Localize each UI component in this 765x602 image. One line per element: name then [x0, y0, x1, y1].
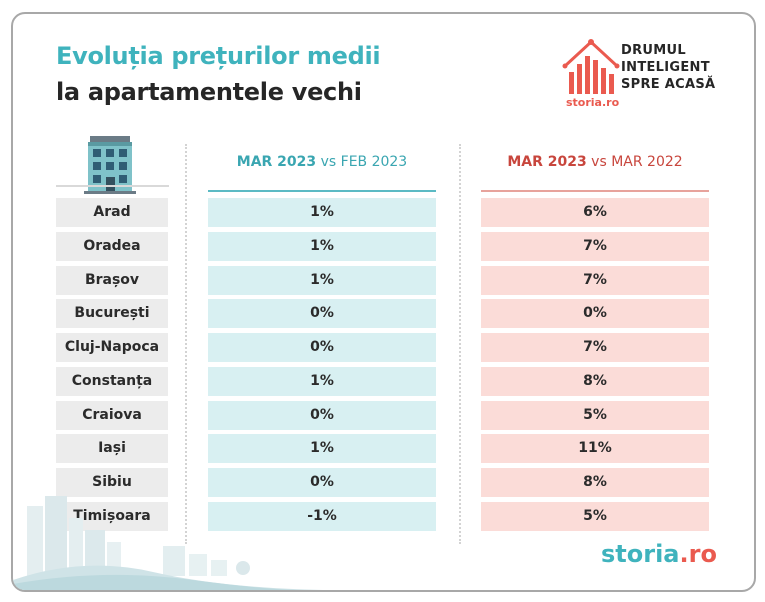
infographic-card: Evoluția prețurilor medii la apartamente…	[11, 12, 756, 592]
monthly-change-cell: -1%	[208, 502, 436, 531]
page-subtitle: la apartamentele vechi	[56, 78, 362, 106]
city-cell: Cluj-Napoca	[56, 333, 168, 362]
table-row: Craiova 0% 5%	[13, 401, 754, 430]
yearly-change-cell: 5%	[481, 502, 709, 531]
column-header-yearly-compare: vs MAR 2022	[586, 154, 683, 170]
monthly-change-cell: 0%	[208, 299, 436, 328]
column-divider	[185, 144, 187, 544]
table-row: Arad 1% 6%	[13, 198, 754, 227]
column-header-yearly: MAR 2023 vs MAR 2022	[481, 154, 709, 192]
column-header-yearly-period: MAR 2023	[507, 154, 587, 170]
yearly-change-cell: 0%	[481, 299, 709, 328]
table-row: București 0% 0%	[13, 299, 754, 328]
footer-logo-suffix: .ro	[679, 540, 717, 568]
city-cell: Iași	[56, 434, 168, 463]
yearly-change-cell: 7%	[481, 232, 709, 261]
column-header-monthly: MAR 2023 vs FEB 2023	[208, 154, 436, 192]
column-header-monthly-period: MAR 2023	[236, 154, 317, 170]
table-row: Constanța 1% 8%	[13, 367, 754, 396]
city-column-underline	[56, 185, 169, 187]
city-cell: Constanța	[56, 367, 168, 396]
table-row: Brașov 1% 7%	[13, 266, 754, 295]
tagline-line-1: DRUMUL	[621, 43, 686, 58]
brand-tagline: DRUMUL INTELIGENT SPRE ACASĂ	[621, 42, 715, 93]
monthly-change-cell: 0%	[208, 468, 436, 497]
yearly-change-cell: 5%	[481, 401, 709, 430]
monthly-change-cell: 1%	[208, 266, 436, 295]
storia-house-logo-icon	[562, 39, 620, 94]
monthly-change-cell: 0%	[208, 401, 436, 430]
table-row: Sibiu 0% 8%	[13, 468, 754, 497]
column-divider	[459, 144, 461, 544]
monthly-change-cell: 1%	[208, 198, 436, 227]
column-header-monthly-compare: vs FEB 2023	[316, 154, 408, 170]
city-cell: București	[56, 299, 168, 328]
monthly-change-cell: 0%	[208, 333, 436, 362]
yearly-change-cell: 6%	[481, 198, 709, 227]
storia-footer-logo: storia.ro	[601, 540, 717, 568]
city-skyline-illustration-icon	[13, 496, 323, 590]
monthly-change-cell: 1%	[208, 434, 436, 463]
yearly-change-cell: 8%	[481, 468, 709, 497]
footer-logo-main: storia	[601, 540, 680, 568]
monthly-change-cell: 1%	[208, 232, 436, 261]
city-cell: Brașov	[56, 266, 168, 295]
city-cell: Oradea	[56, 232, 168, 261]
yearly-change-cell: 8%	[481, 367, 709, 396]
yearly-change-cell: 7%	[481, 266, 709, 295]
table-row: Cluj-Napoca 0% 7%	[13, 333, 754, 362]
table-row: Oradea 1% 7%	[13, 232, 754, 261]
city-cell: Arad	[56, 198, 168, 227]
city-cell: Sibiu	[56, 468, 168, 497]
yearly-change-cell: 11%	[481, 434, 709, 463]
table-row: Iași 1% 11%	[13, 434, 754, 463]
tagline-line-2: INTELIGENT	[621, 60, 710, 75]
page-title: Evoluția prețurilor medii	[56, 42, 381, 70]
city-cell: Craiova	[56, 401, 168, 430]
monthly-change-cell: 1%	[208, 367, 436, 396]
tagline-line-3: SPRE ACASĂ	[621, 77, 716, 92]
yearly-change-cell: 7%	[481, 333, 709, 362]
apartment-building-icon	[84, 136, 136, 194]
storia-logo-word: storia.ro	[566, 96, 620, 109]
